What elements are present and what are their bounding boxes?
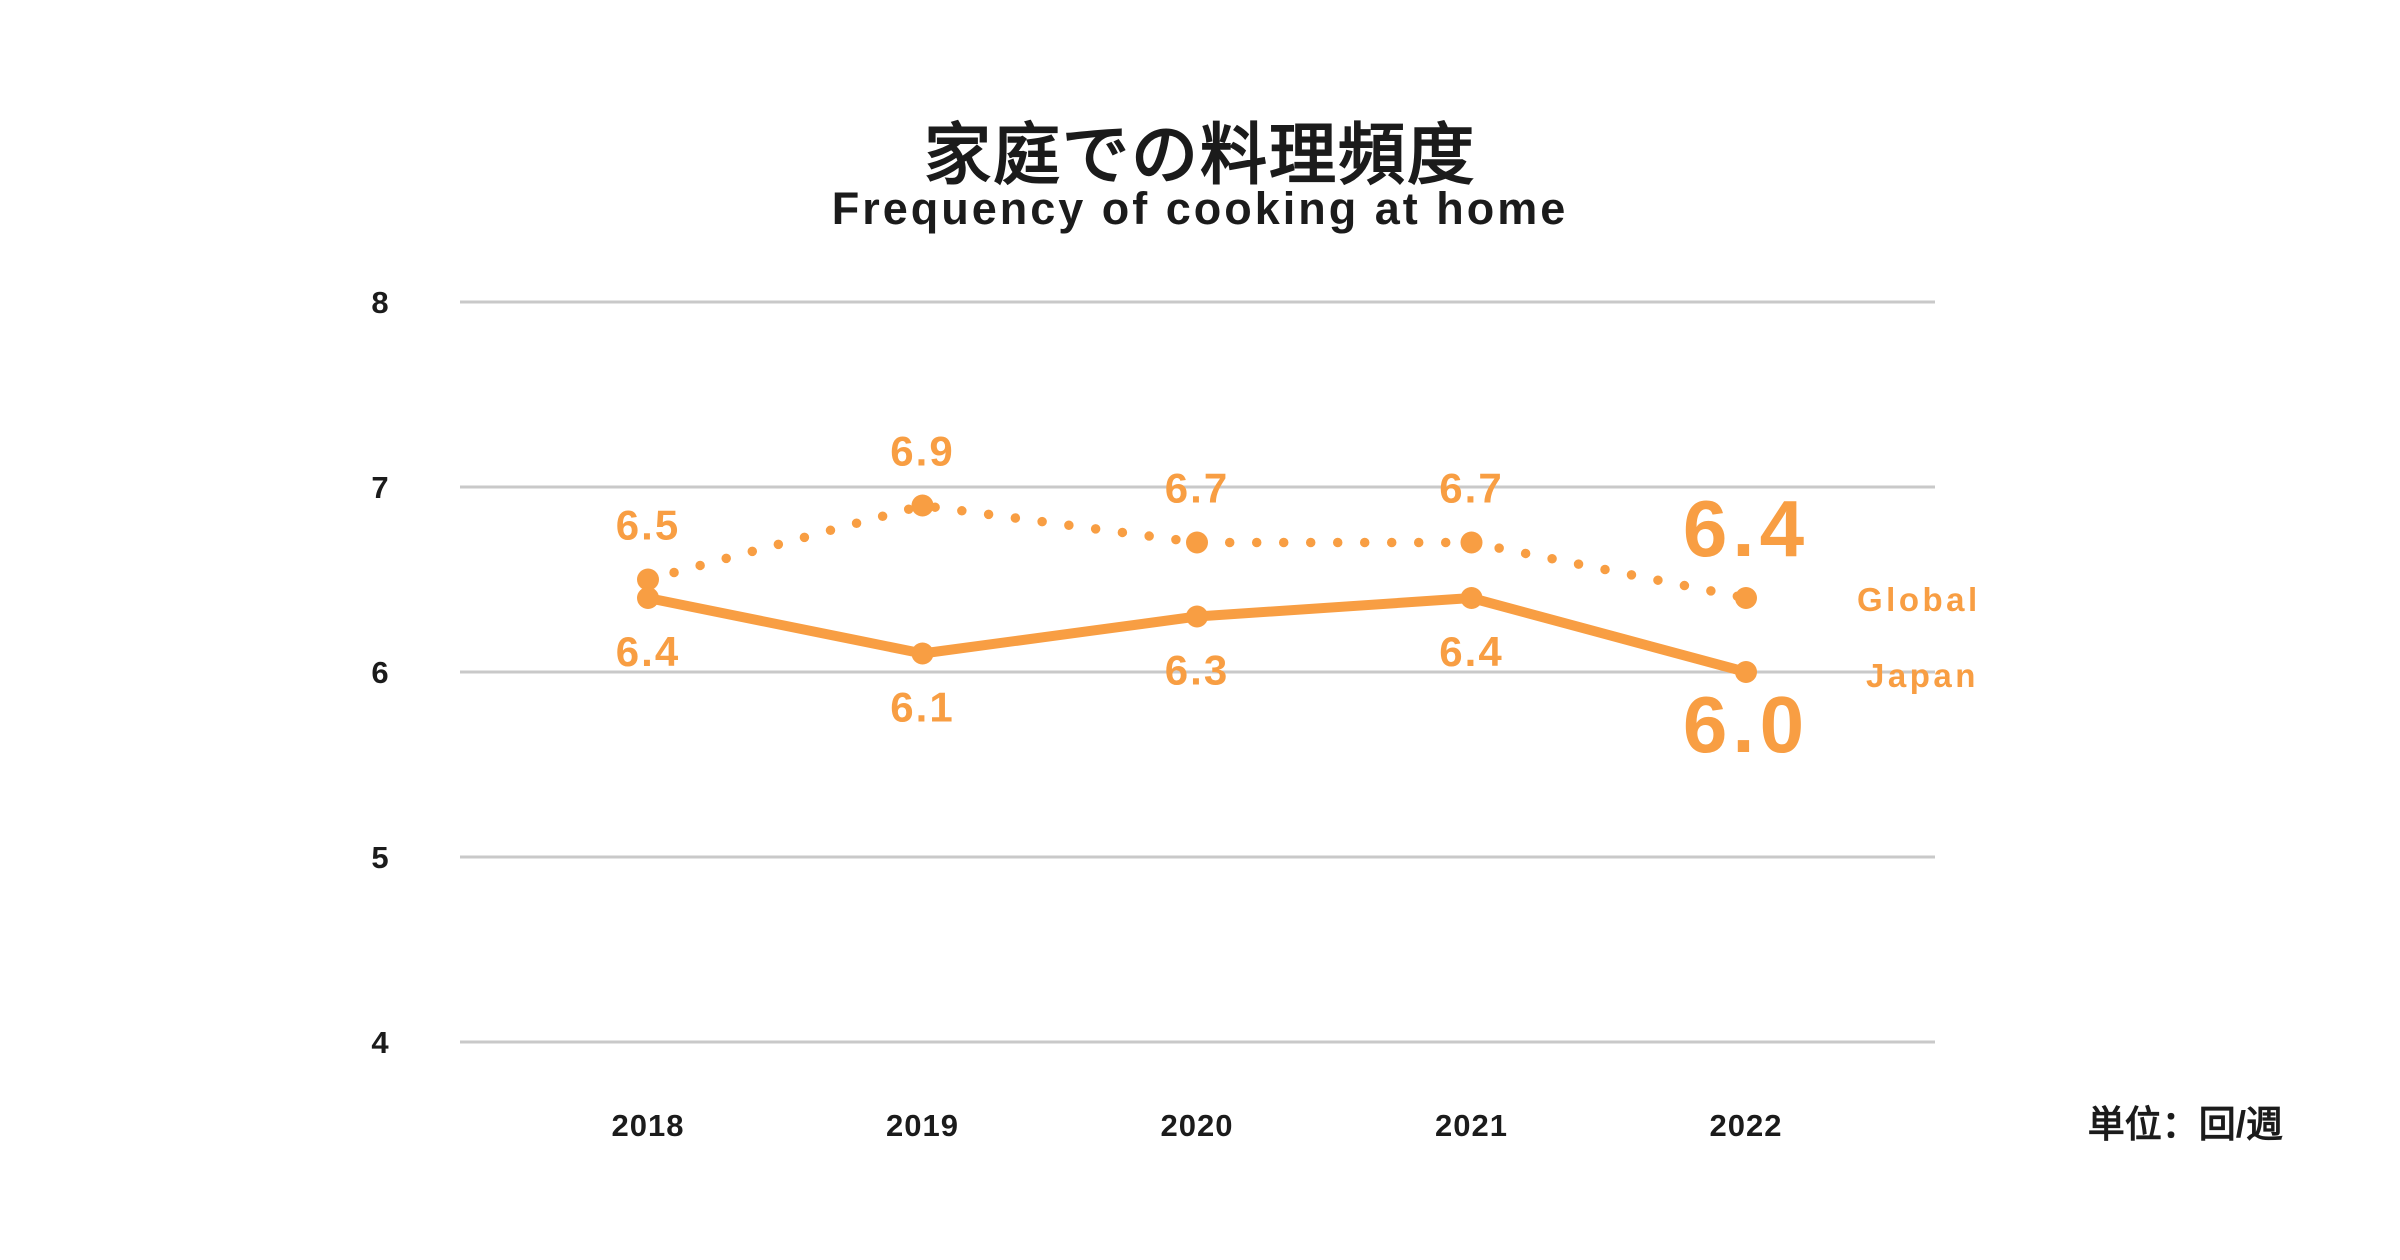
legend-label-japan: Japan [1866,657,1979,694]
y-tick-label-8: 8 [371,285,388,320]
y-tick-label-6: 6 [371,655,388,690]
gridlines [460,300,1935,1044]
y-tick-label-7: 7 [371,470,388,505]
legend-label-global: Global [1857,581,1981,618]
data-point-global-2022 [1735,587,1757,609]
x-axis-labels: 2018 2019 2020 2021 2022 [612,1108,1783,1143]
value-label-global-2021: 6.7 [1439,465,1503,512]
x-tick-label-2019: 2019 [886,1108,959,1143]
x-tick-label-2020: 2020 [1161,1108,1234,1143]
legend: Global Japan [1857,581,1981,694]
value-label-japan-2021: 6.4 [1439,628,1503,675]
data-point-japan-2020 [1186,605,1208,628]
value-label-global-2019: 6.9 [890,428,954,475]
data-point-global-2019 [911,494,934,517]
chart-title: 家庭での料理頻度 [924,118,1476,193]
data-point-global-2020 [1186,531,1208,554]
value-label-japan-2019: 6.1 [890,684,954,731]
data-point-japan-2021 [1460,587,1483,609]
value-label-global-2018: 6.5 [616,502,680,549]
x-tick-label-2022: 2022 [1710,1108,1783,1143]
value-label-global-2020: 6.7 [1165,465,1229,512]
y-tick-label-5: 5 [371,840,388,875]
value-label-japan-2022: 6.0 [1683,680,1809,769]
y-tick-label-4: 4 [371,1025,389,1060]
chart-subtitle: Frequency of cooking at home [832,183,1569,234]
x-tick-label-2021: 2021 [1435,1108,1508,1143]
data-point-global-2021 [1460,531,1483,554]
value-labels: 6.5 6.9 6.7 6.7 6.4 6.4 6.1 6.3 6.4 6.0 [616,428,1809,770]
data-point-japan-2022 [1735,661,1757,683]
value-label-japan-2020: 6.3 [1165,647,1229,694]
data-point-japan-2019 [911,642,934,665]
value-label-global-2022: 6.4 [1683,484,1809,573]
y-axis-labels: 8 7 6 5 4 [371,285,389,1060]
data-point-japan-2018 [637,587,659,609]
x-tick-label-2018: 2018 [612,1108,685,1143]
series-global-line [643,500,1751,603]
series-lines [637,494,1757,683]
unit-label: 単位：回/週 [2088,1104,2283,1145]
data-point-global-2018 [637,568,659,591]
value-label-japan-2018: 6.4 [616,628,680,675]
